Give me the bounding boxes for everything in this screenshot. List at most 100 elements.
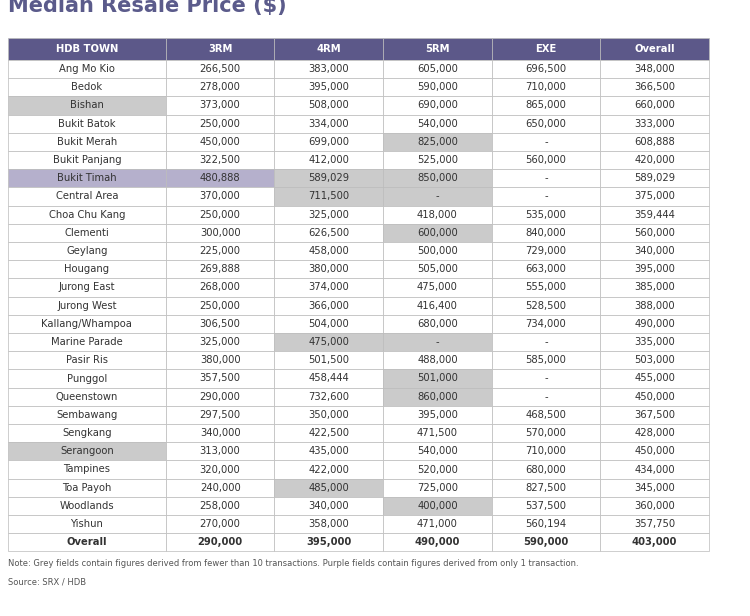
Text: 690,000: 690,000 bbox=[417, 100, 458, 110]
Text: 710,000: 710,000 bbox=[526, 83, 566, 92]
Bar bbox=[274, 406, 383, 424]
Text: 373,000: 373,000 bbox=[200, 100, 241, 110]
Bar bbox=[274, 460, 383, 479]
Bar bbox=[274, 169, 383, 187]
Text: Ang Mo Kio: Ang Mo Kio bbox=[59, 64, 115, 74]
Text: 367,500: 367,500 bbox=[634, 410, 675, 420]
Text: 268,000: 268,000 bbox=[200, 283, 241, 293]
Bar bbox=[383, 187, 492, 206]
Text: 555,000: 555,000 bbox=[526, 283, 566, 293]
Text: 350,000: 350,000 bbox=[308, 410, 350, 420]
Text: 458,000: 458,000 bbox=[308, 246, 350, 256]
Bar bbox=[600, 60, 709, 78]
Text: 334,000: 334,000 bbox=[308, 119, 349, 129]
Bar bbox=[8, 115, 166, 133]
Text: 725,000: 725,000 bbox=[417, 483, 458, 493]
Bar bbox=[274, 351, 383, 370]
Bar bbox=[383, 351, 492, 370]
Text: 357,500: 357,500 bbox=[200, 373, 241, 384]
Bar bbox=[492, 406, 600, 424]
Bar bbox=[274, 424, 383, 442]
Bar bbox=[8, 151, 166, 169]
Text: Toa Payoh: Toa Payoh bbox=[62, 483, 112, 493]
Text: 650,000: 650,000 bbox=[526, 119, 566, 129]
Text: 435,000: 435,000 bbox=[308, 447, 350, 456]
Bar bbox=[492, 242, 600, 260]
Text: Bedok: Bedok bbox=[71, 83, 103, 92]
Bar bbox=[8, 351, 166, 370]
Text: 322,500: 322,500 bbox=[200, 155, 241, 165]
Text: 468,500: 468,500 bbox=[526, 410, 566, 420]
Bar bbox=[383, 315, 492, 333]
Bar bbox=[600, 442, 709, 460]
Bar bbox=[600, 151, 709, 169]
Text: 3RM: 3RM bbox=[208, 44, 232, 54]
Bar bbox=[166, 151, 274, 169]
Bar bbox=[600, 169, 709, 187]
Text: 250,000: 250,000 bbox=[200, 301, 241, 310]
Text: 626,500: 626,500 bbox=[308, 228, 350, 238]
Bar bbox=[274, 533, 383, 551]
Text: 420,000: 420,000 bbox=[634, 155, 675, 165]
Bar bbox=[8, 333, 166, 351]
Text: 250,000: 250,000 bbox=[200, 209, 241, 220]
Text: 422,500: 422,500 bbox=[308, 428, 350, 438]
Text: Serangoon: Serangoon bbox=[60, 447, 114, 456]
Bar bbox=[274, 151, 383, 169]
Bar bbox=[600, 533, 709, 551]
Text: 320,000: 320,000 bbox=[200, 464, 241, 474]
Text: Bukit Timah: Bukit Timah bbox=[57, 173, 117, 184]
Bar bbox=[492, 169, 600, 187]
Text: -: - bbox=[544, 392, 548, 402]
Bar bbox=[274, 260, 383, 278]
Text: 711,500: 711,500 bbox=[308, 192, 350, 201]
Text: 290,000: 290,000 bbox=[200, 392, 241, 402]
Text: 258,000: 258,000 bbox=[200, 501, 241, 511]
Bar bbox=[166, 479, 274, 496]
Text: 729,000: 729,000 bbox=[526, 246, 566, 256]
Text: 490,000: 490,000 bbox=[634, 319, 675, 329]
Text: 850,000: 850,000 bbox=[417, 173, 458, 184]
Bar bbox=[274, 442, 383, 460]
Text: 4RM: 4RM bbox=[316, 44, 341, 54]
Text: Overall: Overall bbox=[67, 537, 107, 547]
Bar bbox=[383, 151, 492, 169]
Bar bbox=[492, 496, 600, 515]
Bar bbox=[274, 224, 383, 242]
Bar bbox=[166, 169, 274, 187]
Text: 589,029: 589,029 bbox=[308, 173, 350, 184]
Text: 605,000: 605,000 bbox=[417, 64, 458, 74]
Text: 422,000: 422,000 bbox=[308, 464, 350, 474]
Bar bbox=[8, 370, 166, 387]
Bar bbox=[274, 479, 383, 496]
Text: Kallang/Whampoa: Kallang/Whampoa bbox=[41, 319, 132, 329]
Bar bbox=[383, 333, 492, 351]
Text: 395,000: 395,000 bbox=[308, 83, 350, 92]
Bar bbox=[166, 406, 274, 424]
Text: 450,000: 450,000 bbox=[634, 392, 675, 402]
Text: 471,500: 471,500 bbox=[417, 428, 458, 438]
Text: 508,000: 508,000 bbox=[308, 100, 350, 110]
Text: 490,000: 490,000 bbox=[415, 537, 460, 547]
Bar bbox=[383, 78, 492, 96]
Bar bbox=[383, 38, 492, 60]
Text: 403,000: 403,000 bbox=[632, 537, 677, 547]
Text: Tampines: Tampines bbox=[64, 464, 110, 474]
Text: 250,000: 250,000 bbox=[200, 119, 241, 129]
Text: 480,888: 480,888 bbox=[200, 173, 241, 184]
Text: 680,000: 680,000 bbox=[417, 319, 458, 329]
Bar bbox=[8, 260, 166, 278]
Bar bbox=[600, 115, 709, 133]
Bar bbox=[274, 96, 383, 115]
Text: 300,000: 300,000 bbox=[200, 228, 241, 238]
Bar bbox=[600, 424, 709, 442]
Text: 501,500: 501,500 bbox=[308, 355, 350, 365]
Bar bbox=[383, 115, 492, 133]
Text: 297,500: 297,500 bbox=[200, 410, 241, 420]
Text: HDB TOWN: HDB TOWN bbox=[56, 44, 118, 54]
Bar bbox=[166, 533, 274, 551]
Bar bbox=[492, 133, 600, 151]
Bar bbox=[492, 151, 600, 169]
Bar bbox=[492, 278, 600, 296]
Bar bbox=[492, 333, 600, 351]
